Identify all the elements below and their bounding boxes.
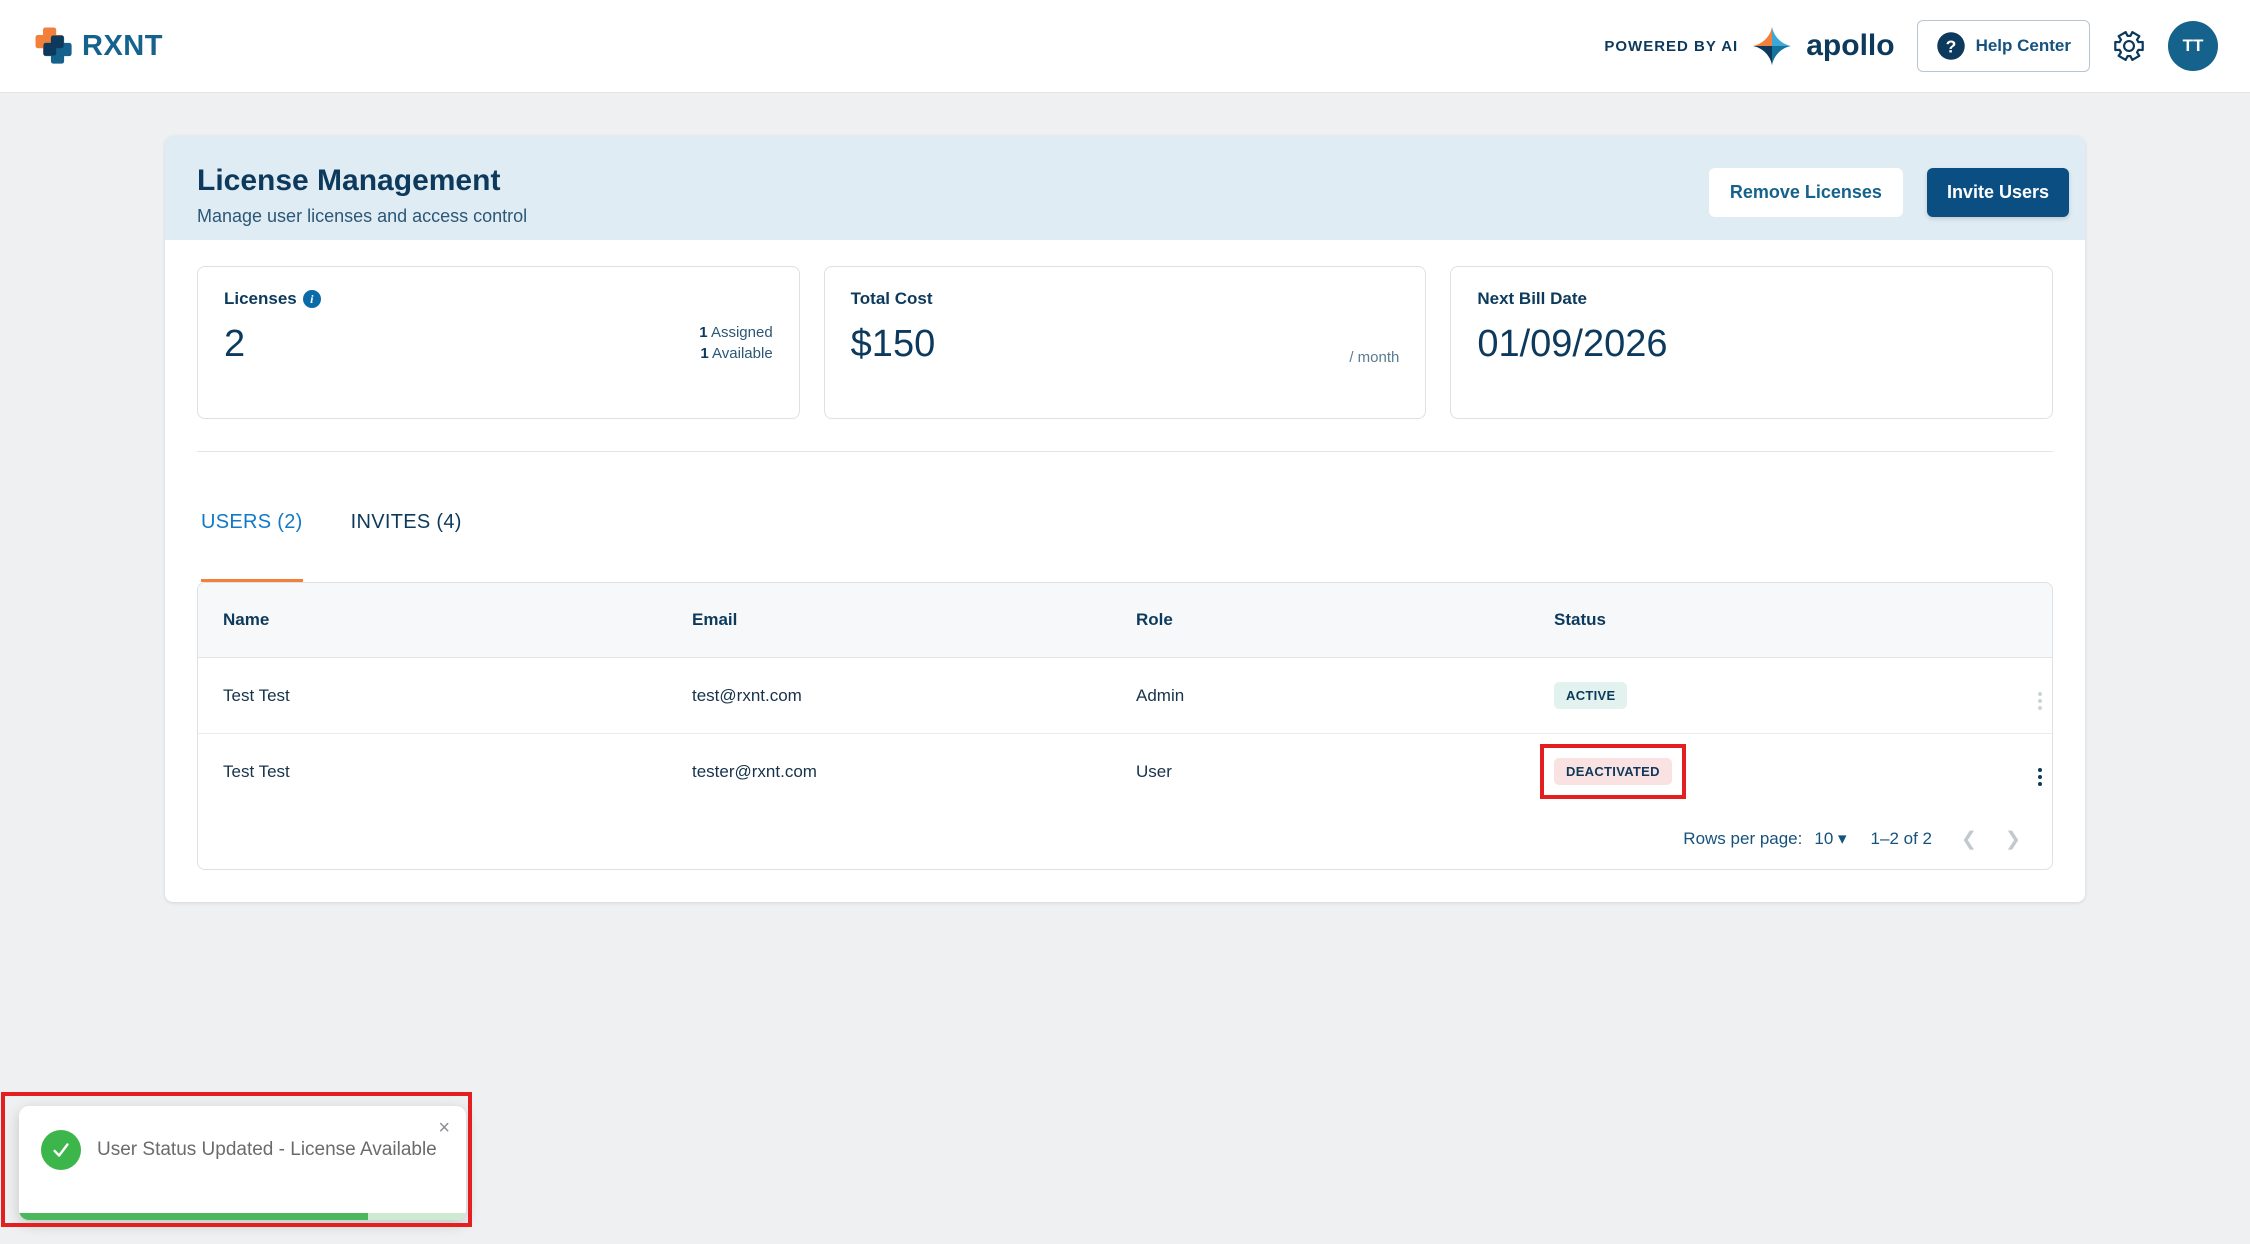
svg-text:?: ?: [1945, 36, 1956, 56]
